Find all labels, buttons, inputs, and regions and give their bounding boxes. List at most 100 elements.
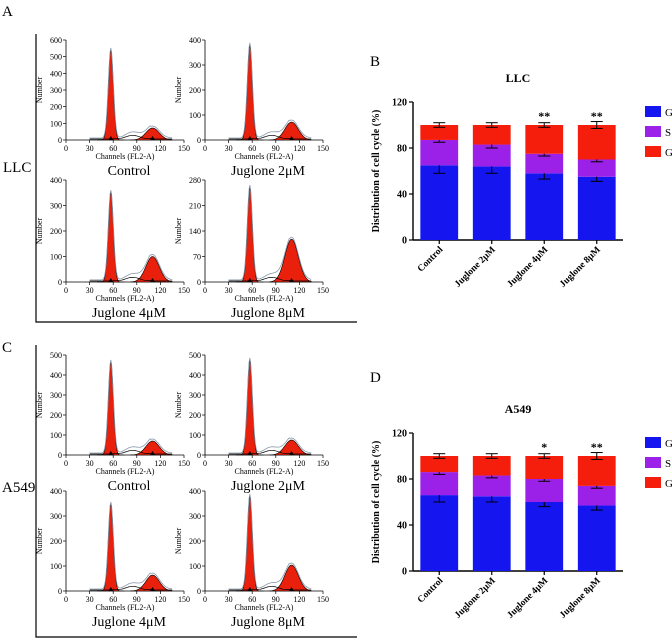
bar-g2-m xyxy=(525,125,564,154)
histogram-y-tick-label: 300 xyxy=(50,202,62,211)
panel-letter-a: A xyxy=(2,4,13,20)
histogram-y-axis-label: Number xyxy=(174,392,183,419)
histogram-x-tick-label: 120 xyxy=(154,595,166,604)
bar-g2-m xyxy=(472,125,511,145)
histogram-raw-trace xyxy=(228,185,312,281)
histogram-y-tick-label: 400 xyxy=(50,487,62,496)
legend-swatch xyxy=(645,437,661,448)
histogram-x-tick-label: 60 xyxy=(248,595,256,604)
histogram-x-axis-label: Channels (FL2-A) xyxy=(96,467,155,476)
histogram-g1-peak xyxy=(97,192,125,283)
histogram-y-tick-label: 100 xyxy=(189,562,201,571)
histogram-llc-juglone-2um: 0 100 200 300 400 0 30 60 90 120 150 Channels (FL2-… xyxy=(174,36,329,179)
legend-swatch xyxy=(645,126,661,137)
bar-s xyxy=(420,139,459,166)
bar-s xyxy=(525,153,564,174)
histogram-y-tick-label: 300 xyxy=(189,391,201,400)
histogram-raw-trace xyxy=(228,357,312,454)
histogram-marker xyxy=(289,278,295,282)
histogram-x-tick-label: 60 xyxy=(248,459,256,468)
histogram-y-tick-label: 300 xyxy=(189,61,201,70)
panel-a-bracket xyxy=(35,34,357,323)
histogram-caption: Control xyxy=(108,479,151,494)
histogram-g1-peak xyxy=(236,495,264,592)
histogram-y-tick-label: 200 xyxy=(50,227,62,236)
histogram-a549-juglone-8um: 0 100 200 300 400 0 30 60 90 120 150 Channels (FL2-… xyxy=(174,487,329,630)
histogram-llc-juglone-4um: 0 100 200 300 400 0 30 60 90 120 150 Channels (FL2-… xyxy=(35,176,190,321)
histogram-marker xyxy=(247,278,253,282)
bar-g2-m xyxy=(420,125,459,140)
histogram-x-tick-label: 150 xyxy=(317,459,329,468)
histogram-x-tick-label: 150 xyxy=(178,595,190,604)
legend-label: S xyxy=(665,458,671,470)
histogram-raw-trace xyxy=(89,190,173,281)
histogram-s-phase-curve xyxy=(228,586,312,591)
bar-g0-g1 xyxy=(577,176,616,240)
histogram-s-phase-curve xyxy=(89,586,173,591)
histogram-y-tick-label: 0 xyxy=(197,587,201,596)
histogram-y-tick-label: 300 xyxy=(50,86,62,95)
histogram-g2-peak xyxy=(130,440,173,456)
histogram-marker xyxy=(108,278,114,282)
histogram-caption: Juglone 2μM xyxy=(231,164,306,179)
histogram-caption: Juglone 2μM xyxy=(231,479,306,494)
panel-letter: D xyxy=(370,370,381,386)
histogram-s-phase-curve xyxy=(228,450,312,455)
significance-marker: ** xyxy=(591,440,603,454)
histogram-caption: Juglone 4μM xyxy=(92,306,167,321)
histogram-raw-trace xyxy=(89,47,173,139)
histogram-x-axis-label: Channels (FL2-A) xyxy=(235,603,294,612)
histogram-x-tick-label: 60 xyxy=(109,144,117,153)
histogram-g1-peak xyxy=(236,187,264,283)
bar-s xyxy=(577,485,616,506)
histogram-x-tick-label: 90 xyxy=(272,144,280,153)
histogram-y-tick-label: 500 xyxy=(50,351,62,360)
histogram-x-tick-label: 0 xyxy=(203,459,207,468)
histogram-g2-peak xyxy=(130,574,173,592)
bar-s xyxy=(525,479,564,502)
legend-label: G0/G1 xyxy=(665,107,672,119)
histogram-y-tick-label: 200 xyxy=(189,411,201,420)
histogram-marker xyxy=(289,587,295,591)
legend-swatch xyxy=(645,146,661,157)
histogram-x-tick-label: 60 xyxy=(248,144,256,153)
histogram-y-tick-label: 100 xyxy=(50,431,62,440)
histogram-y-tick-label: 300 xyxy=(50,391,62,400)
histogram-g1-peak xyxy=(97,361,125,456)
histogram-caption: Juglone 4μM xyxy=(92,615,167,630)
histogram-x-tick-label: 120 xyxy=(154,286,166,295)
bar-g2-m xyxy=(577,125,616,160)
histogram-x-tick-label: 120 xyxy=(293,595,305,604)
chart-title: LLC xyxy=(506,71,531,85)
histogram-x-axis-label: Channels (FL2-A) xyxy=(96,294,155,303)
histogram-x-tick-label: 150 xyxy=(317,595,329,604)
histogram-x-tick-label: 120 xyxy=(154,459,166,468)
histogram-g1-peak xyxy=(236,359,264,456)
histogram-y-tick-label: 400 xyxy=(189,371,201,380)
histogram-raw-trace xyxy=(89,359,173,454)
histogram-marker xyxy=(247,136,253,140)
bar-s xyxy=(472,475,511,497)
histogram-x-axis-label: Channels (FL2-A) xyxy=(235,152,294,161)
legend-swatch xyxy=(645,106,661,117)
chart-y-tick-label: 0 xyxy=(402,567,407,578)
histogram-y-tick-label: 0 xyxy=(58,136,62,145)
histogram-x-tick-label: 60 xyxy=(109,459,117,468)
histogram-y-tick-label: 0 xyxy=(58,278,62,287)
histogram-x-tick-label: 0 xyxy=(64,144,68,153)
histogram-a549-control: 0 100 200 300 400 500 0 30 60 90 120 150 Channels (F… xyxy=(35,351,190,494)
histogram-marker xyxy=(108,587,114,591)
histogram-y-tick-label: 0 xyxy=(58,451,62,460)
histogram-x-tick-label: 90 xyxy=(133,595,141,604)
histogram-x-tick-label: 120 xyxy=(293,144,305,153)
histogram-y-tick-label: 280 xyxy=(189,176,201,185)
chart-y-tick-label: 0 xyxy=(402,236,407,247)
histogram-g2-peak xyxy=(130,256,173,283)
chart-x-tick-label: Control xyxy=(416,576,446,606)
histogram-x-tick-label: 0 xyxy=(64,595,68,604)
panel-c-bracket xyxy=(35,345,357,638)
histogram-x-tick-label: 30 xyxy=(86,144,94,153)
histogram-s-phase-curve xyxy=(89,135,173,140)
histogram-y-tick-label: 500 xyxy=(189,351,201,360)
